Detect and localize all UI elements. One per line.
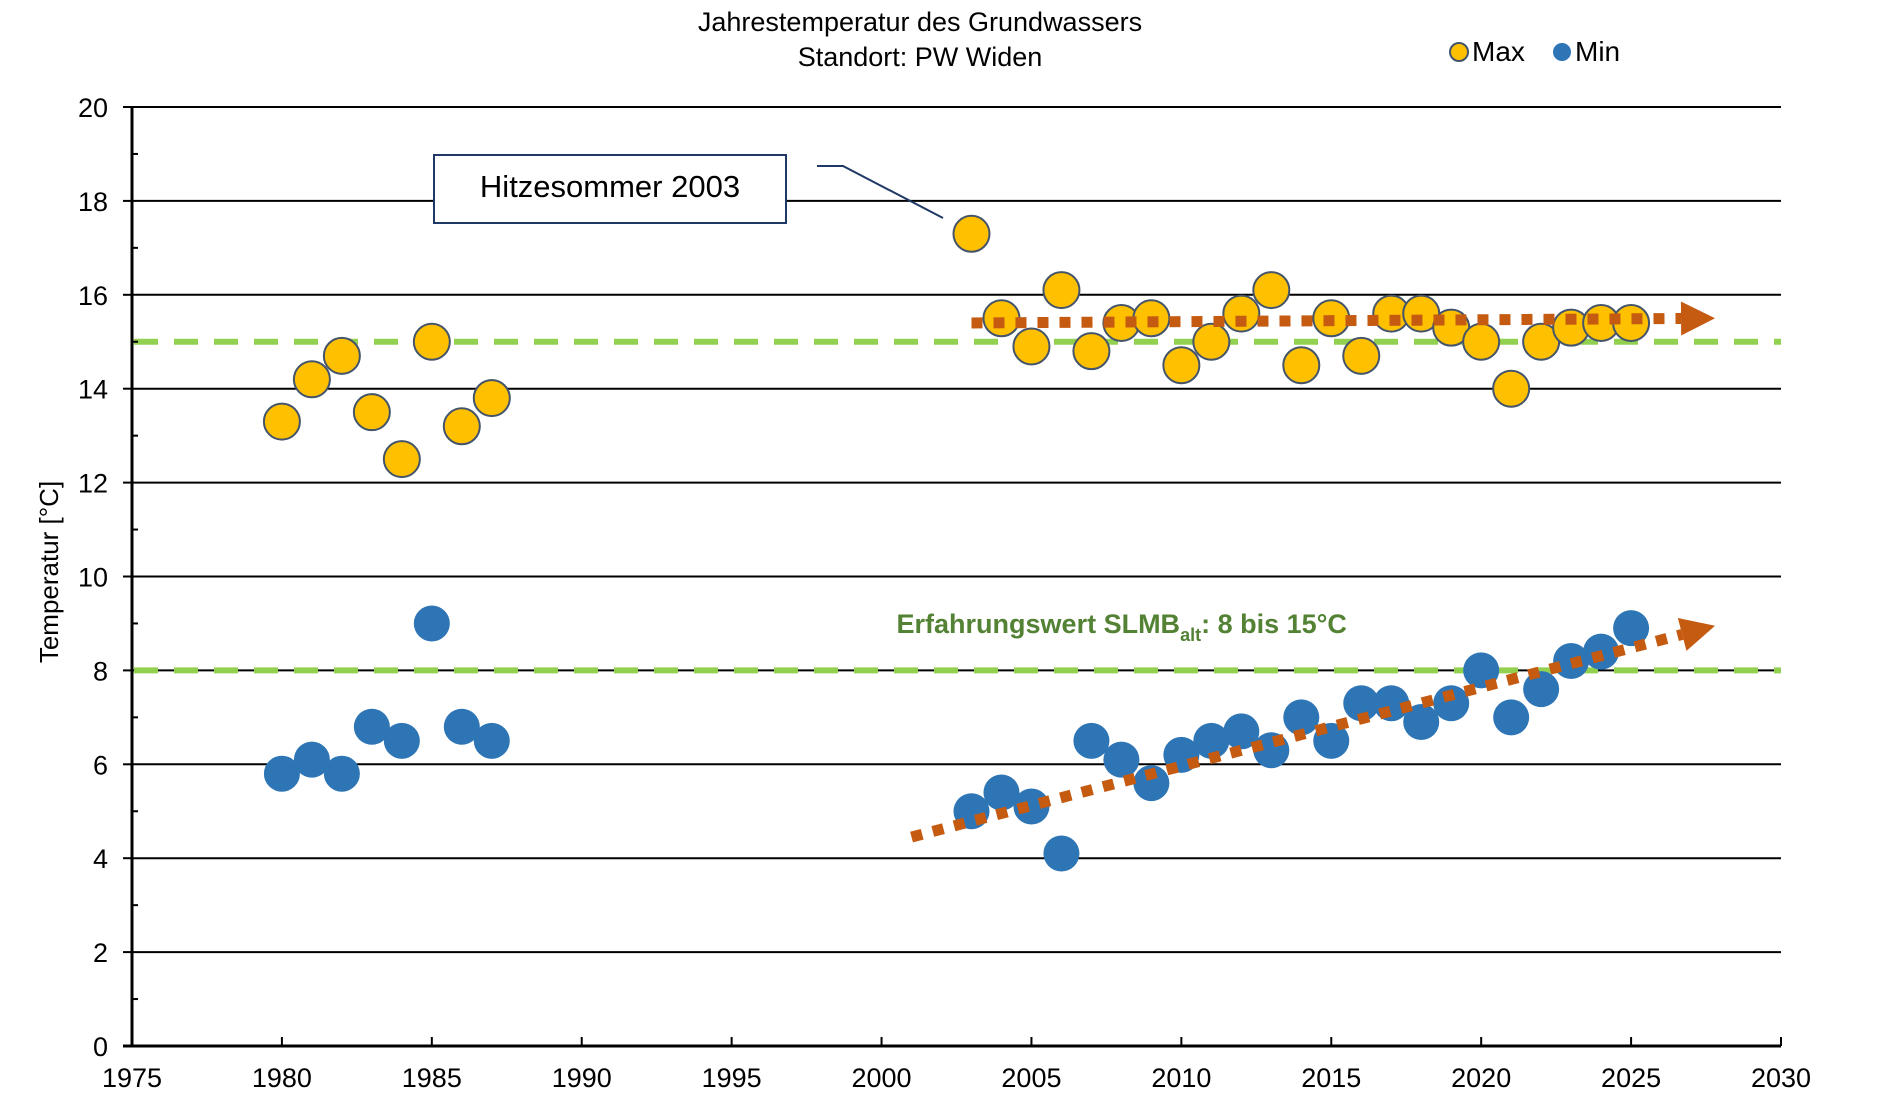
x-tick-label: 2010: [1151, 1063, 1211, 1093]
data-point-max: [1162, 346, 1201, 385]
x-tick-label: 2005: [1001, 1063, 1061, 1093]
data-point-max: [1072, 332, 1111, 371]
reference-lines: [134, 338, 1781, 674]
min-trend-arrow-line: [910, 629, 1684, 843]
x-tick-label: 2030: [1751, 1063, 1811, 1093]
y-tick-label: 4: [93, 844, 108, 874]
data-point-min: [1343, 685, 1380, 722]
data-point-max: [382, 440, 421, 479]
x-tick-labels: 1975 1980 1985 1990 1995 2000 2005 2010 2015 2020…: [102, 1063, 1811, 1093]
x-tick-label: 2015: [1301, 1063, 1361, 1093]
min-trend-arrow: [910, 618, 1716, 843]
data-point-min: [1133, 765, 1170, 802]
axes: [123, 106, 1782, 1048]
legend: Max Min: [1449, 36, 1620, 67]
data-point-min: [413, 605, 450, 642]
max-trend-arrow-head: [1680, 301, 1716, 336]
data-point-min: [1103, 741, 1140, 778]
data-point-max: [442, 407, 481, 446]
data-point-max: [1252, 271, 1291, 310]
data-point-max: [292, 360, 331, 399]
y-tick-label: 18: [78, 187, 108, 217]
series-min: [263, 605, 1650, 872]
data-point-max: [352, 393, 391, 432]
legend-min-label: Min: [1575, 36, 1620, 67]
data-point-min: [383, 722, 420, 759]
x-tick-label: 1985: [402, 1063, 462, 1093]
data-point-max: [952, 214, 991, 253]
y-axis-title: Temperatur [°C]: [34, 481, 64, 663]
x-tick-label: 1975: [102, 1063, 162, 1093]
data-point-max: [1282, 346, 1321, 385]
data-point-max: [1462, 322, 1501, 361]
reference-label-tail: : 8 bis 15°C: [1201, 609, 1347, 639]
data-point-min: [1073, 722, 1110, 759]
data-point-max: [1192, 322, 1231, 361]
y-tick-label: 6: [93, 750, 108, 780]
data-point-max: [262, 402, 301, 441]
data-point-max: [1222, 294, 1261, 333]
data-point-min: [1223, 713, 1260, 750]
trend-arrows: [910, 301, 1716, 843]
data-points: [262, 214, 1651, 872]
y-tick-label: 20: [78, 93, 108, 123]
data-point-min: [443, 708, 480, 745]
legend-max-marker: [1449, 42, 1469, 62]
y-tick-label: 10: [78, 563, 108, 593]
data-point-min: [1523, 671, 1560, 708]
data-point-min: [1283, 699, 1320, 736]
annotation-label: Hitzesommer 2003: [480, 169, 740, 204]
data-point-max: [1042, 271, 1081, 310]
chart-title: Jahrestemperatur des Grundwassers: [698, 7, 1142, 37]
series-max: [262, 214, 1651, 479]
data-point-min: [983, 774, 1020, 811]
y-tick-label: 12: [78, 469, 108, 499]
data-point-min: [323, 755, 360, 792]
data-point-min: [1433, 685, 1470, 722]
y-tick-label: 14: [78, 375, 108, 405]
legend-max-label: Max: [1472, 36, 1525, 67]
data-point-max: [322, 336, 361, 375]
y-tick-label: 16: [78, 281, 108, 311]
data-point-min: [1493, 699, 1530, 736]
data-point-min: [353, 708, 390, 745]
annotation-leader-line: [817, 165, 944, 219]
reference-label: Erfahrungswert SLMBalt: 8 bis 15°C: [897, 609, 1347, 645]
data-point-max: [1012, 327, 1051, 366]
x-tick-label: 2000: [852, 1063, 912, 1093]
gridlines: [132, 106, 1781, 954]
annotation: Hitzesommer 2003: [433, 154, 944, 224]
x-tick-label: 2020: [1451, 1063, 1511, 1093]
x-tick-label: 1980: [252, 1063, 312, 1093]
annotation-box: [433, 154, 787, 224]
y-tick-label: 8: [93, 656, 108, 686]
data-point-min: [1193, 722, 1230, 759]
reference-label-main: Erfahrungswert SLMB: [897, 609, 1181, 639]
y-tick-label: 2: [93, 938, 108, 968]
y-tick-labels: 0 2 4 6 8 10 12 14 16 18 20: [78, 93, 108, 1062]
y-tick-label: 0: [93, 1032, 108, 1062]
max-trend-arrow-line: [971, 312, 1682, 329]
data-point-max: [1492, 369, 1531, 408]
data-point-max: [412, 322, 451, 361]
max-trend-arrow: [971, 301, 1716, 336]
x-tick-label: 1995: [702, 1063, 762, 1093]
reference-label-sub: alt: [1180, 625, 1201, 645]
data-point-min: [1403, 704, 1440, 741]
data-point-min: [1043, 835, 1080, 872]
min-trend-arrow-head: [1677, 618, 1716, 651]
x-tick-label: 1990: [552, 1063, 612, 1093]
data-point-max: [472, 379, 511, 418]
legend-min-marker: [1553, 43, 1571, 61]
chart-subtitle: Standort: PW Widen: [798, 42, 1043, 72]
data-point-min: [1613, 610, 1650, 647]
x-tick-label: 2025: [1601, 1063, 1661, 1093]
data-point-max: [1342, 336, 1381, 375]
data-point-min: [263, 755, 300, 792]
data-point-min: [293, 741, 330, 778]
data-point-min: [473, 722, 510, 759]
